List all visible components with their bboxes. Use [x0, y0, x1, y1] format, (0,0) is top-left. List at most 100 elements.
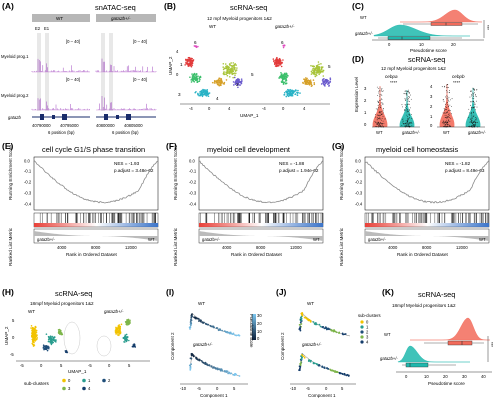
gsea-rank-gradient — [441, 223, 443, 227]
gsea-rank-gradient — [437, 223, 439, 227]
trajectory-point — [301, 314, 304, 317]
umap-point — [48, 346, 50, 349]
gsea-rank-gradient — [41, 223, 43, 227]
violin-point — [446, 95, 448, 97]
umap-point — [232, 62, 235, 64]
umap-point — [191, 73, 193, 75]
legend-label: 4 — [88, 386, 91, 391]
panel-j: (J) WT gata2b+/- -10 -5 0 5 Component 1 … — [276, 287, 381, 398]
panel-a-exon — [52, 115, 55, 119]
violin-point — [444, 121, 446, 123]
panel-b-ylabel: UMAP_2 — [168, 56, 173, 75]
violin-point — [471, 121, 473, 123]
gsea-rank-gradient — [271, 223, 273, 227]
legend-label: 1 — [366, 325, 369, 330]
gsea-rank-gradient — [435, 223, 437, 227]
violin-point — [474, 121, 476, 123]
gsea-rank-gradient — [368, 223, 370, 227]
gsea-rank-gradient — [228, 223, 230, 227]
gsea-rank-gradient — [49, 223, 51, 227]
violin-point — [379, 93, 381, 95]
panel-d-xtick: WT — [376, 130, 383, 135]
trajectory-point — [200, 359, 203, 362]
violin-point — [377, 100, 379, 102]
panel-h-mut-label: gata2b+/- — [104, 309, 124, 314]
panel-k-xtick: 40 — [481, 374, 486, 379]
umap-point — [188, 56, 191, 59]
umap-point — [282, 46, 285, 49]
umap-point — [36, 334, 38, 336]
violin-point — [407, 123, 409, 124]
gsea-ytick: -0.2 — [189, 180, 197, 185]
violin-point — [402, 106, 403, 108]
violin-point — [404, 125, 406, 127]
panel-i-xtick: 0 — [216, 386, 219, 391]
trajectory-point — [221, 329, 224, 332]
violin-point — [474, 120, 476, 122]
umap-point — [318, 73, 320, 76]
gsea-rank-gradient — [265, 223, 267, 227]
gsea-rank-gradient — [285, 223, 287, 227]
violin-point — [471, 125, 473, 127]
umap-point — [195, 75, 198, 78]
violin-point — [447, 87, 449, 89]
gsea-rank-gradient — [322, 223, 324, 227]
violin-point — [381, 124, 383, 126]
gsea-rank-gradient — [425, 223, 426, 227]
panel-a-wt-label: WT — [56, 16, 63, 21]
violin-point — [409, 122, 411, 124]
violin-point — [379, 126, 381, 127]
panel-b-label-5b: 5 — [328, 64, 331, 69]
trajectory-point — [224, 370, 227, 373]
gsea-rank-gradient — [108, 223, 110, 227]
violin-point — [446, 109, 447, 110]
gsea-rank-gradient — [128, 223, 130, 227]
umap-point — [328, 82, 330, 85]
trajectory-point — [218, 368, 221, 370]
violin-point — [446, 84, 448, 86]
umap-point — [199, 75, 202, 78]
violin-point — [407, 89, 409, 91]
panel-a-xtick-1: 40790000 — [32, 123, 51, 128]
violin-point — [384, 118, 386, 120]
trajectory-point — [299, 326, 302, 328]
panel-b-xlabel: UMAP_1 — [240, 113, 259, 118]
violin-point — [381, 113, 383, 115]
umap-point — [117, 326, 119, 328]
umap-point — [274, 61, 277, 63]
gsea-rank-gradient — [214, 223, 216, 227]
violin-point — [376, 86, 378, 88]
gsea-rank-gradient — [447, 223, 449, 227]
umap-point — [126, 339, 128, 342]
gsea-rank-gradient — [132, 223, 134, 227]
gsea-rank-gradient — [61, 223, 63, 227]
umap-point — [286, 93, 289, 96]
gsea-rank-gradient — [299, 223, 301, 227]
umap-point — [280, 76, 283, 78]
gsea-rank-gradient — [140, 223, 142, 227]
umap-point — [34, 337, 37, 339]
umap-point — [47, 335, 50, 338]
gsea-rank-gradient — [87, 223, 89, 227]
violin-point — [411, 122, 413, 124]
umap-point — [234, 74, 236, 76]
umap-point — [224, 67, 227, 69]
violin-point — [451, 113, 453, 115]
gsea-rank-gradient — [290, 223, 292, 227]
gsea-xtick: 8000 — [256, 245, 266, 250]
umap-point — [318, 63, 320, 66]
panel-b-subtitle: 12 mpf Myeloid progenitors 1&2 — [207, 16, 272, 21]
gsea-rank-gradient — [154, 223, 156, 227]
umap-point — [318, 69, 321, 71]
umap-point — [322, 69, 325, 72]
gsea-rank-gradient — [107, 223, 109, 227]
gsea-rank-gradient — [249, 223, 251, 227]
violin-point — [403, 120, 404, 122]
violin-point — [408, 98, 409, 99]
umap-point — [233, 65, 235, 68]
umap-point — [217, 82, 219, 84]
violin-point — [444, 85, 446, 87]
trajectory-point — [220, 368, 223, 371]
umap-point — [237, 81, 240, 83]
legend-swatch — [102, 378, 106, 383]
